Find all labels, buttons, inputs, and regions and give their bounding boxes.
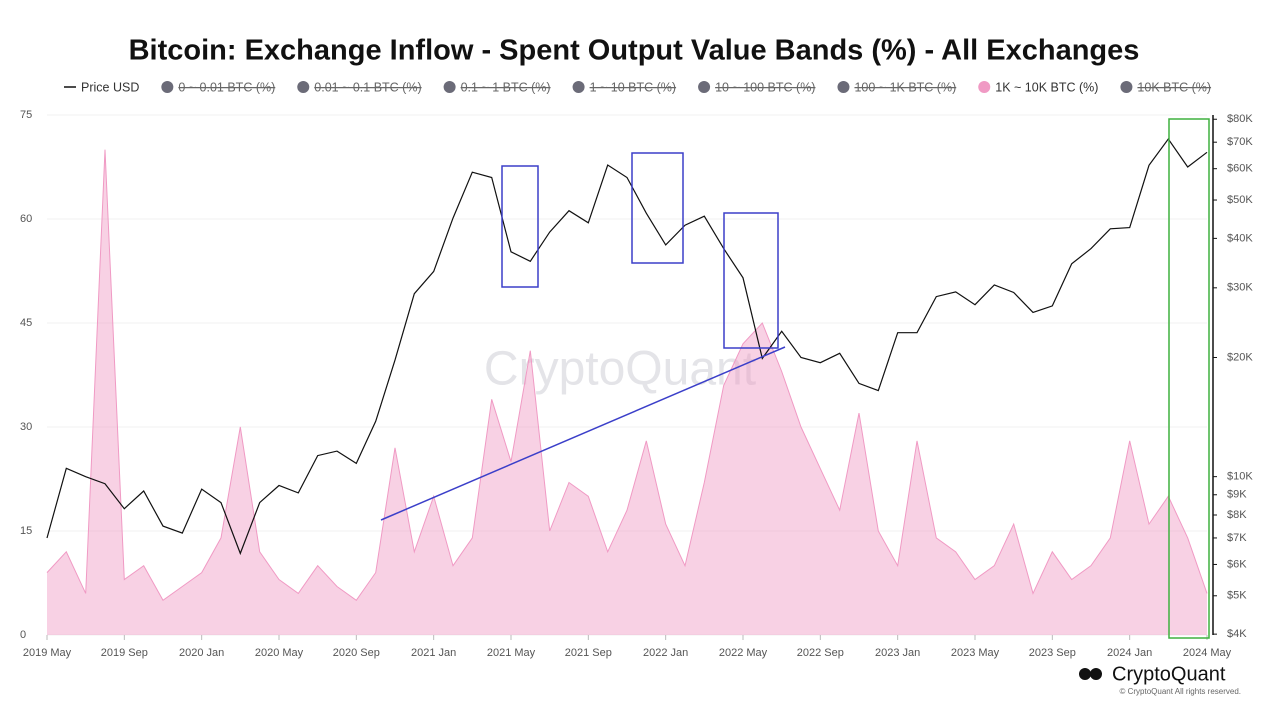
y2-tick-label: $70K: [1227, 136, 1253, 148]
x-tick-label: 2021 May: [487, 647, 536, 659]
x-tick-label: 2022 Sep: [797, 647, 844, 659]
y2-tick-label: $5K: [1227, 590, 1247, 602]
brand-logo: CryptoQuant © CryptoQuant All rights res…: [1079, 663, 1241, 696]
y-tick-label: 30: [20, 421, 32, 433]
legend: Price USD 0 ~ 0.01 BTC (%) 0.01 ~ 0.1 BTC …: [64, 80, 1211, 94]
legend-swatch: [698, 81, 711, 93]
legend-swatch: [297, 81, 310, 93]
trend-line: [380, 346, 786, 521]
highlight-box: [501, 165, 539, 288]
watermark: CryptoQuant: [484, 343, 756, 396]
legend-label: 1K ~ 10K BTC (%): [995, 80, 1098, 94]
y2-tick-label: $30K: [1227, 282, 1253, 294]
x-tick-label: 2024 May: [1183, 647, 1232, 659]
y2-tick-label: $8K: [1227, 509, 1247, 521]
y2-tick-label: $40K: [1227, 232, 1253, 244]
legend-label: 0.1 ~ 1 BTC (%): [461, 80, 551, 94]
legend-swatch: [443, 81, 456, 93]
chart-title: Bitcoin: Exchange Inflow - Spent Output …: [129, 35, 1140, 67]
x-tick-label: 2020 Jan: [179, 647, 224, 659]
y2-tick-label: $20K: [1227, 351, 1253, 363]
y-tick-label: 45: [20, 317, 32, 329]
x-tick-label: 2022 Jan: [643, 647, 688, 659]
highlight-box: [723, 212, 779, 349]
x-tick-label: 2019 Sep: [101, 647, 148, 659]
legend-label: Price USD: [81, 80, 139, 94]
y2-tick-label: $7K: [1227, 532, 1247, 544]
x-tick-label: 2019 May: [23, 647, 72, 659]
y-tick-label: 15: [20, 525, 32, 537]
y2-tick-label: $6K: [1227, 558, 1247, 570]
x-tick-label: 2022 May: [719, 647, 768, 659]
legend-swatch: [161, 81, 174, 93]
y2-tick-label: $80K: [1227, 113, 1253, 125]
x-tick-label: 2023 Jan: [875, 647, 920, 659]
logo-mark: [1090, 668, 1102, 680]
x-tick-label: 2024 Jan: [1107, 647, 1152, 659]
legend-swatch: [1120, 81, 1133, 93]
logo-mark: [1079, 668, 1091, 680]
price-line: [46, 137, 1208, 556]
legend-label: 100 ~ 1K BTC (%): [854, 80, 956, 94]
y2-tick-label: $60K: [1227, 163, 1253, 175]
y2-tick-label: $10K: [1227, 471, 1253, 483]
y2-tick-label: $50K: [1227, 194, 1253, 206]
x-tick-label: 2020 May: [255, 647, 304, 659]
y-tick-label: 0: [20, 629, 26, 641]
legend-label: 0 ~ 0.01 BTC (%): [178, 80, 275, 94]
legend-swatch: [572, 81, 585, 93]
y-tick-label: 60: [20, 213, 32, 225]
annotations: [380, 118, 1210, 639]
legend-label: 10K BTC (%): [1137, 80, 1211, 94]
legend-label: 10 ~ 100 BTC (%): [715, 80, 815, 94]
y-tick-label: 75: [20, 109, 32, 121]
legend-label: 0.01 ~ 0.1 BTC (%): [314, 80, 421, 94]
x-tick-label: 2020 Sep: [333, 647, 380, 659]
x-tick-label: 2021 Sep: [565, 647, 612, 659]
legend-swatch: [978, 81, 991, 93]
legend-label: 1 ~ 10 BTC (%): [590, 80, 677, 94]
copyright: © CryptoQuant All rights reserved.: [1120, 687, 1242, 696]
highlight-box: [1168, 118, 1210, 639]
brand-name: CryptoQuant: [1112, 663, 1226, 685]
area: [47, 149, 1207, 635]
y2-tick-label: $9K: [1227, 489, 1247, 501]
x-tick-label: 2023 May: [951, 647, 1000, 659]
y2-tick-label: $4K: [1227, 628, 1247, 640]
highlight-box: [631, 152, 684, 264]
x-tick-label: 2023 Sep: [1029, 647, 1076, 659]
legend-swatch: [837, 81, 850, 93]
x-tick-label: 2021 Jan: [411, 647, 456, 659]
band-line: [46, 149, 1208, 602]
